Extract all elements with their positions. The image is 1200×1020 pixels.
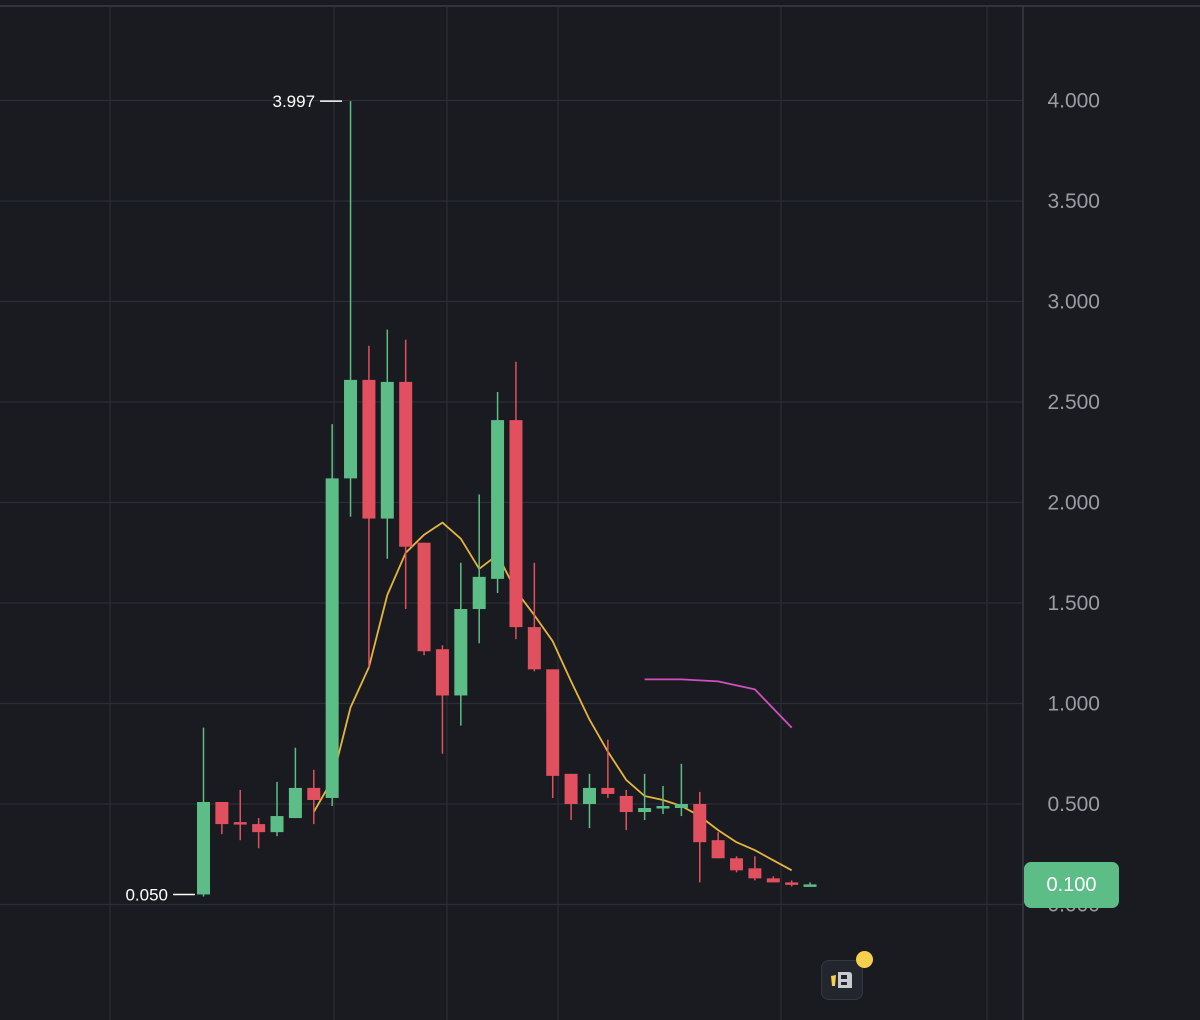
chart-grid <box>0 5 1200 1020</box>
candle <box>233 789 247 841</box>
candle-body <box>344 379 358 479</box>
candle <box>546 669 560 798</box>
candle <box>730 856 744 873</box>
candle-body <box>582 787 596 804</box>
price-annotation-label: 0.050 <box>125 885 168 904</box>
candle <box>748 856 762 881</box>
candle-body <box>638 808 652 813</box>
price-annotations: 3.997 0.050 <box>125 92 343 904</box>
candle-body <box>803 884 817 887</box>
candle <box>307 769 321 825</box>
candle <box>197 727 210 897</box>
moving-averages <box>313 521 793 872</box>
candle <box>619 789 633 831</box>
candle-body <box>380 381 394 519</box>
candle <box>491 391 505 593</box>
candle <box>417 542 431 656</box>
candle-body <box>785 882 799 885</box>
candle <box>362 345 376 668</box>
candle-body <box>748 868 762 879</box>
candle-body <box>546 669 560 776</box>
candles <box>197 101 817 897</box>
y-axis-tick-label: 1.500 <box>1047 592 1100 615</box>
candle <box>564 773 578 821</box>
candle <box>325 424 339 807</box>
notification-dot <box>856 951 873 968</box>
candle <box>785 880 799 887</box>
candle <box>527 562 541 672</box>
candle-body <box>472 576 486 610</box>
candle-body <box>325 478 339 798</box>
candle-body <box>509 420 523 628</box>
candle-body <box>730 858 744 871</box>
y-axis-tick-label: 2.500 <box>1047 391 1100 414</box>
candle <box>270 781 284 837</box>
candle <box>435 645 449 754</box>
candle <box>766 876 780 883</box>
moving-average-fast-line <box>313 521 793 872</box>
candle <box>803 882 817 887</box>
candle-body <box>674 804 688 809</box>
candle <box>288 747 302 819</box>
candle-body <box>252 824 266 833</box>
y-axis-tick-label: 3.500 <box>1047 190 1100 213</box>
candle-body <box>270 816 284 833</box>
candle <box>711 832 725 859</box>
candle-body <box>693 804 707 843</box>
candle <box>252 818 266 849</box>
candle-body <box>766 878 780 883</box>
last-price-badge: 0.100 <box>1024 862 1119 908</box>
candle-body <box>215 801 229 825</box>
moving-average-slow-line <box>644 678 793 729</box>
candle <box>399 339 413 610</box>
candle-body <box>288 787 302 819</box>
candle <box>674 763 688 817</box>
candle-body <box>527 627 541 670</box>
candle <box>215 801 229 835</box>
candle <box>472 494 486 644</box>
candle-body <box>417 542 431 652</box>
y-axis-tick-label: 0.500 <box>1047 793 1100 816</box>
candle <box>582 773 596 829</box>
candle <box>638 773 652 821</box>
candle-body <box>601 787 615 794</box>
candle <box>344 101 358 517</box>
candle-body <box>435 649 449 696</box>
candle <box>601 739 615 798</box>
candle-body <box>362 379 376 519</box>
candle <box>454 562 468 726</box>
candle-body <box>711 840 725 859</box>
candle <box>380 329 394 559</box>
price-axis[interactable]: 4.000 3.500 3.000 2.500 2.000 1.500 1.000 0.500… <box>1047 90 1100 917</box>
candle-body <box>619 795 633 813</box>
candle-body <box>233 822 247 825</box>
y-axis-tick-label: 2.000 <box>1047 492 1100 515</box>
candle <box>656 785 670 815</box>
candle-body <box>454 609 468 696</box>
y-axis-tick-label: 1.000 <box>1047 693 1100 716</box>
candle-body <box>564 773 578 804</box>
candle-body <box>197 801 210 895</box>
candle-body <box>307 787 321 800</box>
candle-body <box>656 806 670 809</box>
candle <box>509 361 523 640</box>
candle <box>693 791 707 883</box>
tradingview-logo-icon <box>831 972 852 988</box>
tradingview-logo-button[interactable] <box>821 960 863 1000</box>
price-annotation-label: 3.997 <box>272 92 315 111</box>
candle-body <box>491 420 505 579</box>
y-axis-tick-label: 4.000 <box>1047 90 1100 113</box>
candle-body <box>399 381 413 547</box>
y-axis-tick-label: 3.000 <box>1047 291 1100 314</box>
